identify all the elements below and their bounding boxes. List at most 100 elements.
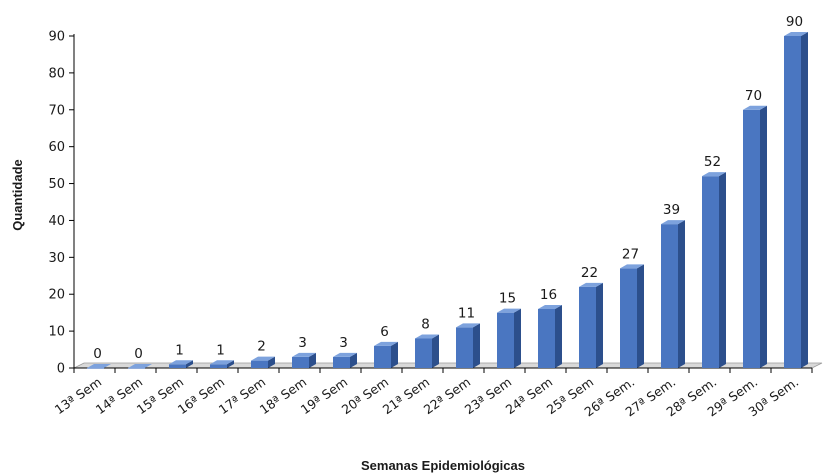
bar (661, 220, 685, 368)
bar-front-face (292, 356, 309, 368)
data-label: 22 (581, 265, 598, 281)
y-tick-label: 40 (48, 214, 65, 229)
chart-axes (69, 34, 813, 373)
bar (456, 323, 480, 368)
bar-side-face (268, 356, 275, 368)
bar (702, 172, 726, 368)
bar-top-face (374, 341, 398, 346)
bar-front-face (579, 286, 596, 368)
y-tick-label: 50 (48, 177, 65, 192)
bar-top-face (251, 356, 275, 361)
bar-side-face (514, 308, 521, 368)
bar-front-face (538, 308, 555, 368)
bar (87, 364, 111, 369)
bar-top-face (497, 308, 521, 313)
bar-front-face (415, 338, 432, 368)
data-label: 3 (298, 335, 307, 351)
data-label: 8 (421, 316, 430, 332)
data-label: 39 (663, 202, 680, 218)
bar-series (87, 32, 808, 369)
data-label: 2 (257, 339, 266, 355)
bar-side-face (801, 32, 808, 368)
data-label: 1 (175, 342, 184, 358)
y-tick-label: 30 (48, 251, 65, 266)
bar-side-face (596, 282, 603, 368)
data-label: 0 (93, 346, 102, 362)
y-tick-label: 10 (48, 325, 65, 340)
bar-side-face (227, 360, 234, 368)
bar-top-face (292, 352, 316, 357)
bar (579, 282, 603, 368)
bar-top-face (128, 364, 152, 368)
bar-top-face (743, 105, 767, 110)
bar-front-face (497, 312, 514, 368)
y-tick-label: 90 (48, 30, 65, 45)
y-tick-label: 0 (57, 362, 65, 377)
y-tick-label: 60 (48, 140, 65, 155)
bar-side-face (555, 304, 562, 368)
bar-side-face (473, 323, 480, 368)
bar-top-face (784, 32, 808, 36)
y-tick-labels: 0 10 20 30 40 50 60 70 80 90 (48, 30, 65, 377)
data-label: 52 (704, 154, 721, 170)
data-label: 3 (339, 335, 348, 351)
bar (128, 364, 152, 369)
bar (743, 105, 767, 369)
bar-top-face (210, 360, 234, 365)
bar-top-face (579, 282, 603, 287)
bar-top-face (456, 323, 480, 328)
bar-front-face (210, 364, 227, 368)
bar-front-face (169, 364, 186, 368)
bar-front-face (784, 36, 801, 368)
bar (374, 341, 398, 368)
bar-top-face (620, 264, 644, 269)
bar-top-face (702, 172, 726, 177)
bar-top-face (87, 364, 111, 368)
bar-top-face (333, 352, 357, 357)
data-label: 0 (134, 346, 143, 362)
bar-top-face (415, 334, 439, 339)
bar (251, 356, 275, 368)
data-label: 15 (499, 291, 516, 307)
data-label: 27 (622, 246, 639, 262)
bar-front-face (128, 368, 145, 369)
data-label: 11 (458, 305, 475, 321)
bar (538, 304, 562, 368)
bar-side-face (678, 220, 685, 368)
bar-side-face (186, 360, 193, 368)
data-label: 6 (380, 324, 389, 340)
bar-front-face (702, 176, 719, 368)
y-axis-title: Quantidade (10, 159, 25, 231)
bar-front-face (456, 327, 473, 368)
bar-side-face (760, 105, 767, 369)
bar-front-face (87, 368, 104, 369)
y-tick-label: 80 (48, 66, 65, 81)
x-axis-title: Semanas Epidemiológicas (361, 458, 525, 473)
data-label: 1 (216, 342, 225, 358)
bar-side-face (350, 352, 357, 368)
bar (169, 360, 193, 368)
bar-top-face (661, 220, 685, 225)
bar-front-face (251, 360, 268, 368)
bar-front-face (620, 268, 637, 368)
y-tick-label: 70 (48, 103, 65, 118)
bar (292, 352, 316, 368)
bar-side-face (391, 341, 398, 368)
bar (415, 334, 439, 368)
bar (784, 32, 808, 368)
data-label: 90 (786, 14, 803, 30)
bar-top-face (538, 304, 562, 309)
y-tick-label: 20 (48, 288, 65, 303)
bar (210, 360, 234, 368)
bar-front-face (743, 109, 760, 369)
bar (620, 264, 644, 368)
bar-front-face (661, 224, 678, 368)
bar (333, 352, 357, 368)
bar-side-face (309, 352, 316, 368)
bar-top-face (169, 360, 193, 365)
data-label: 70 (745, 88, 762, 104)
bar (497, 308, 521, 368)
